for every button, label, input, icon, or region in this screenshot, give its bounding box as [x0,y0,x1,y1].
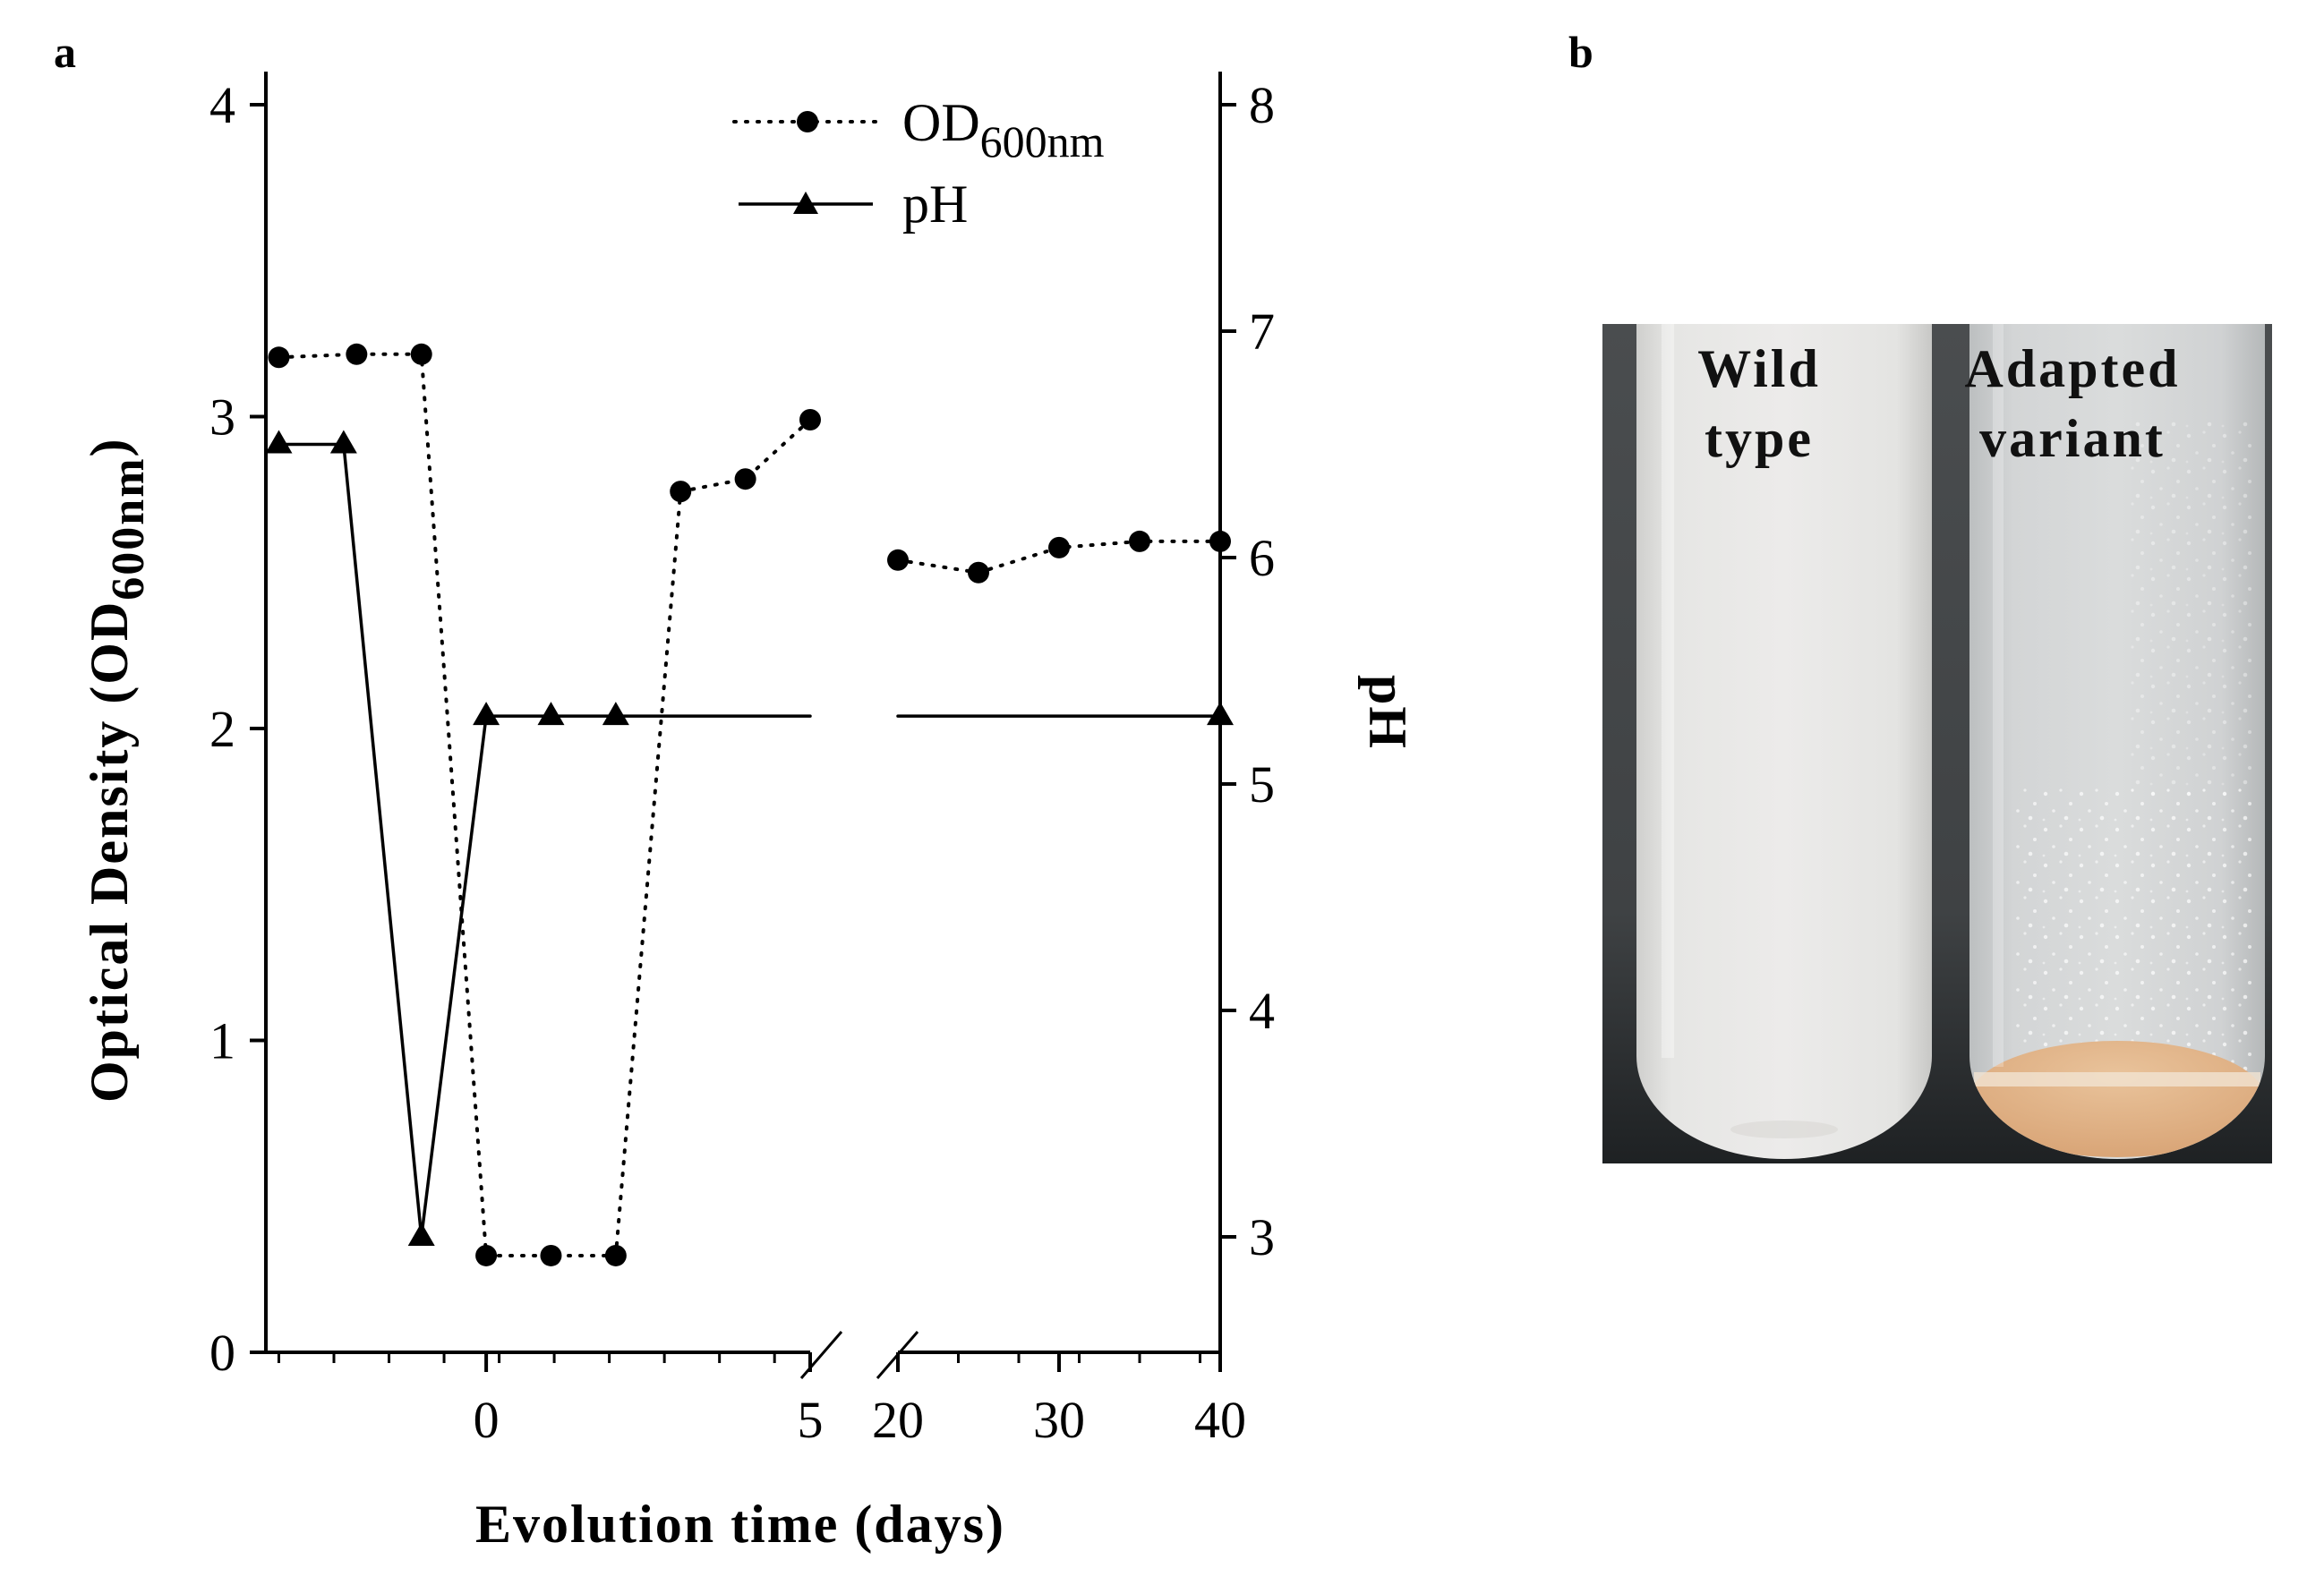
series-1-point-7 [670,481,692,503]
series-2-point-2 [329,430,357,454]
legend-od-text: OD600nm [902,93,1105,166]
y-tick-label: 2 [209,700,235,758]
x-tick-label: 40 [1194,1391,1246,1449]
series-1-point-9 [799,408,821,430]
x-tick-label: 0 [474,1391,500,1449]
series-1-point-8 [734,468,756,490]
chart-legend: OD600nm pH [732,93,1105,234]
y2-tick-label: 3 [1249,1208,1275,1266]
tube1-highlight [1662,324,1674,1058]
series-1-point-4 [475,1244,498,1266]
y-tick-label: 4 [209,76,235,134]
series-2-point-4 [473,702,500,726]
series-1-line-segment-1 [277,352,812,1257]
y-axis-title: Optical Density (OD600nm) [80,437,154,1103]
y2-tick-label: 7 [1249,303,1275,361]
series-2-point-5 [537,702,565,726]
y-tick-label: 0 [209,1324,235,1382]
x-tick-label: 20 [872,1391,924,1449]
tube1-bottom-sediment [1730,1121,1838,1138]
series-1-point-2 [346,343,368,365]
legend-ph-text: pH [902,175,968,234]
tube2-particles-light [2131,421,2256,797]
panel-a-letter: a [54,27,76,77]
y-tick-label: 1 [209,1012,235,1070]
legend-od-marker [797,111,818,132]
chart-axes: 0 1 2 3 4 3 4 5 6 7 8 0 5 20 30 40 [209,72,1275,1449]
tube2-label-line2: variant [1979,409,2166,468]
panel-b-letter: b [1568,27,1593,77]
x-tick-label: 5 [798,1391,824,1449]
y2-tick-label: 8 [1249,76,1275,134]
x-axis-break-mark [799,1331,843,1379]
series-1-point-11 [968,561,989,584]
series-2-line-segment-1 [277,442,812,1239]
y2-tick-label: 4 [1249,982,1275,1040]
series-2-point-1 [265,430,293,454]
tube2-pellet-top [1974,1072,2260,1086]
tube-wild-type [1636,324,1932,1159]
series-1-point-14 [1209,530,1231,552]
x-axis-break-mark [876,1331,919,1379]
y2-tick-label: 5 [1249,755,1275,814]
culture-photo: Wild type Adapted variant [1602,324,2272,1163]
tube2-label-line1: Adapted [1964,339,2180,398]
series-1-point-12 [1048,536,1070,558]
series-2-point-3 [407,1223,435,1246]
series-2-point-7 [1207,702,1234,726]
y2-axis-title: pH [1358,675,1417,750]
chart-series [265,343,1234,1266]
series-1-point-13 [1129,530,1150,552]
series-1-point-5 [540,1244,562,1266]
tube2-highlight [1993,324,2004,1067]
series-1-point-6 [604,1244,627,1266]
y2-tick-label: 6 [1249,529,1275,587]
tube1-label-line2: type [1705,409,1814,468]
series-1-point-10 [887,549,909,571]
series-1-point-3 [410,343,432,365]
legend-ph-marker [793,192,818,214]
series-1-point-1 [268,346,290,369]
tube1-label-line1: Wild [1697,339,1821,398]
tube2-particles-dense [2014,788,2256,1074]
series-2-point-6 [602,702,629,726]
x-tick-label: 30 [1033,1391,1085,1449]
x-axis-title: Evolution time (days) [475,1495,1005,1554]
tube2-pellet [1969,1041,2265,1157]
y-tick-label: 3 [209,388,235,447]
